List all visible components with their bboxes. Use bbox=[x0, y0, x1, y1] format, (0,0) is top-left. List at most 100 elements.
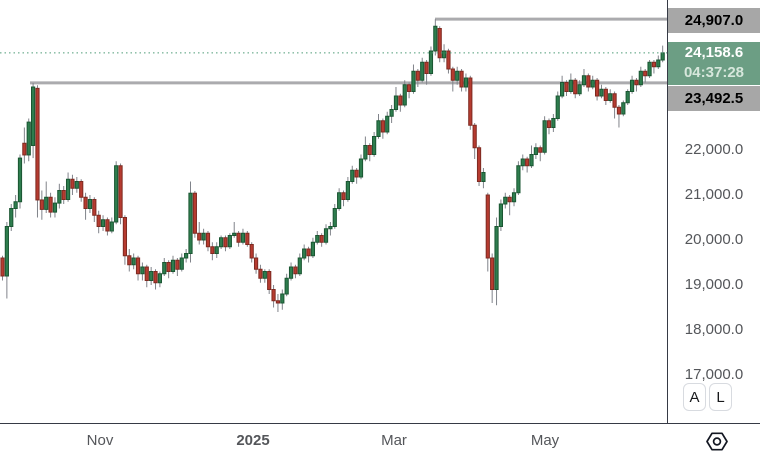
candle-down bbox=[249, 244, 254, 259]
candle-up bbox=[363, 145, 368, 160]
candle-up bbox=[52, 202, 58, 213]
candle-down bbox=[612, 93, 617, 108]
candle-down bbox=[153, 271, 158, 284]
candle-up bbox=[581, 75, 587, 86]
candle-down bbox=[594, 79, 600, 97]
candle-down bbox=[546, 120, 552, 128]
candle-down bbox=[39, 199, 44, 210]
candle-up bbox=[149, 271, 154, 281]
time-tick-label-may: May bbox=[530, 432, 560, 449]
candle-down bbox=[424, 61, 429, 74]
candle-up bbox=[372, 136, 377, 155]
candle-down bbox=[267, 271, 272, 290]
candle-up bbox=[240, 232, 246, 243]
candle-up bbox=[621, 102, 626, 115]
candle-up bbox=[345, 181, 350, 200]
candle-up bbox=[389, 109, 394, 117]
candle-up bbox=[516, 165, 521, 194]
candle-up bbox=[385, 115, 390, 133]
candle-down bbox=[0, 257, 5, 277]
candle-up bbox=[188, 192, 193, 254]
candle-up bbox=[350, 169, 355, 182]
candle-up bbox=[402, 84, 407, 106]
time-axis[interactable]: May Mar 2025 Nov bbox=[0, 423, 760, 458]
auto-scale-button[interactable]: A bbox=[683, 383, 706, 411]
candle-up bbox=[647, 61, 652, 77]
candle-up bbox=[315, 235, 320, 243]
candle-up bbox=[411, 70, 416, 92]
price-tick-label: 21,000.0 bbox=[684, 186, 744, 203]
candle-up bbox=[57, 190, 62, 204]
candle-up bbox=[109, 221, 114, 232]
candle-up bbox=[629, 79, 635, 92]
candlestick-chart-pane[interactable] bbox=[0, 0, 667, 423]
candle-down bbox=[127, 255, 132, 266]
candle-up bbox=[590, 79, 595, 88]
candle-down bbox=[437, 28, 442, 59]
candle-down bbox=[450, 68, 455, 81]
candle-down bbox=[472, 124, 477, 149]
candle-up bbox=[162, 262, 167, 275]
candle-up bbox=[219, 237, 224, 248]
candle-up bbox=[542, 120, 547, 153]
candle-up bbox=[660, 52, 665, 61]
candle-up bbox=[393, 95, 399, 110]
candle-down bbox=[634, 79, 639, 86]
candle-down bbox=[245, 232, 250, 245]
candle-down bbox=[354, 169, 359, 178]
candle-up bbox=[638, 70, 643, 86]
candle-up bbox=[302, 248, 307, 259]
candle-down bbox=[135, 257, 141, 275]
last-price-label: 24,158.6 04:37:28 bbox=[668, 42, 760, 85]
candle-down bbox=[118, 165, 123, 218]
candle-down bbox=[507, 196, 512, 203]
candle-down bbox=[166, 262, 171, 272]
log-scale-button[interactable]: L bbox=[709, 383, 732, 411]
candle-down bbox=[105, 219, 110, 232]
price-level-high-value: 24,907.0 bbox=[684, 12, 744, 29]
candle-down bbox=[415, 70, 420, 81]
candle-up bbox=[568, 79, 573, 92]
hexagon-eye-glyph bbox=[706, 431, 728, 451]
price-level-label-high: 24,907.0 bbox=[668, 8, 760, 33]
candle-down bbox=[210, 246, 215, 254]
candle-up bbox=[555, 95, 560, 119]
candle-up bbox=[494, 226, 499, 290]
candle-down bbox=[398, 95, 403, 106]
candle-up bbox=[17, 157, 23, 203]
candle-down bbox=[490, 257, 495, 290]
candle-down bbox=[275, 300, 281, 304]
candle-up bbox=[9, 208, 14, 227]
candle-up bbox=[332, 208, 337, 227]
candle-up bbox=[179, 257, 184, 270]
price-tick-label: 20,000.0 bbox=[684, 231, 744, 248]
candle-down bbox=[192, 192, 197, 234]
candle-up bbox=[599, 88, 604, 97]
candle-up bbox=[288, 266, 294, 279]
candle-down bbox=[258, 268, 263, 279]
candle-up bbox=[74, 181, 79, 189]
price-tick-label: 18,000.0 bbox=[684, 321, 744, 338]
candle-down bbox=[459, 70, 464, 88]
candle-up bbox=[376, 120, 381, 137]
candle-down bbox=[476, 147, 482, 182]
price-axis[interactable]: 17,000.0 18,000.0 19,000.0 20,000.0 21,000.0… bbox=[667, 0, 760, 423]
candle-down bbox=[122, 217, 128, 257]
candle-up bbox=[214, 246, 219, 254]
candlestick-chart bbox=[0, 17, 667, 312]
candle-down bbox=[538, 147, 543, 153]
candle-down bbox=[341, 192, 346, 200]
candle-up bbox=[87, 199, 93, 209]
candle-up bbox=[455, 70, 460, 81]
candle-down bbox=[96, 214, 101, 227]
candle-up bbox=[481, 172, 486, 182]
candle-up bbox=[4, 226, 9, 277]
candle-down bbox=[35, 87, 40, 201]
candle-down bbox=[253, 257, 259, 270]
candle-up bbox=[511, 192, 517, 203]
hexagon-eye-icon[interactable] bbox=[705, 431, 729, 451]
candle-up bbox=[323, 228, 329, 243]
candle-up bbox=[420, 61, 425, 81]
bar-countdown-timer: 04:37:28 bbox=[683, 64, 745, 81]
